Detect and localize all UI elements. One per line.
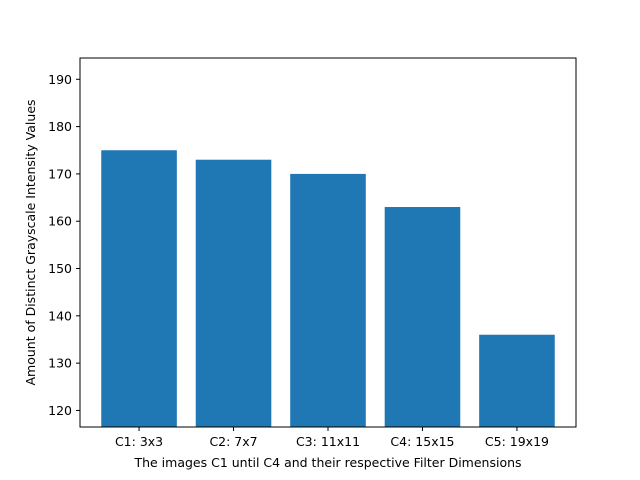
bar-2 bbox=[195, 159, 272, 427]
bar-3 bbox=[290, 173, 366, 427]
y-axis-label: Amount of Distinct Grayscale Intensity V… bbox=[23, 99, 38, 385]
y-tick-label-190: 190 bbox=[48, 72, 72, 87]
x-tick-label-1: C1: 3x3 bbox=[115, 434, 163, 449]
y-tick-label-150: 150 bbox=[48, 261, 72, 276]
ticks-layer: C1: 3x3 C2: 7x7 C3: 11x11 C4: 15x15 C5: 19x1… bbox=[48, 72, 549, 449]
bar-5 bbox=[479, 334, 555, 427]
bar-4 bbox=[384, 207, 461, 427]
y-tick-label-120: 120 bbox=[48, 403, 72, 418]
y-tick-label-170: 170 bbox=[48, 166, 72, 181]
bars-layer bbox=[101, 150, 555, 427]
x-axis-label: The images C1 until C4 and their respect… bbox=[133, 455, 521, 470]
bar-1 bbox=[101, 150, 177, 427]
plot-frame bbox=[79, 57, 577, 428]
x-tick-label-5: C5: 19x19 bbox=[485, 434, 549, 449]
y-tick-label-160: 160 bbox=[48, 214, 72, 229]
x-tick-label-3: C3: 11x11 bbox=[296, 434, 360, 449]
y-tick-label-130: 130 bbox=[48, 356, 72, 371]
y-tick-label-140: 140 bbox=[48, 308, 72, 323]
x-tick-label-2: C2: 7x7 bbox=[209, 434, 257, 449]
x-tick-label-4: C4: 15x15 bbox=[390, 434, 454, 449]
y-tick-label-180: 180 bbox=[48, 119, 72, 134]
